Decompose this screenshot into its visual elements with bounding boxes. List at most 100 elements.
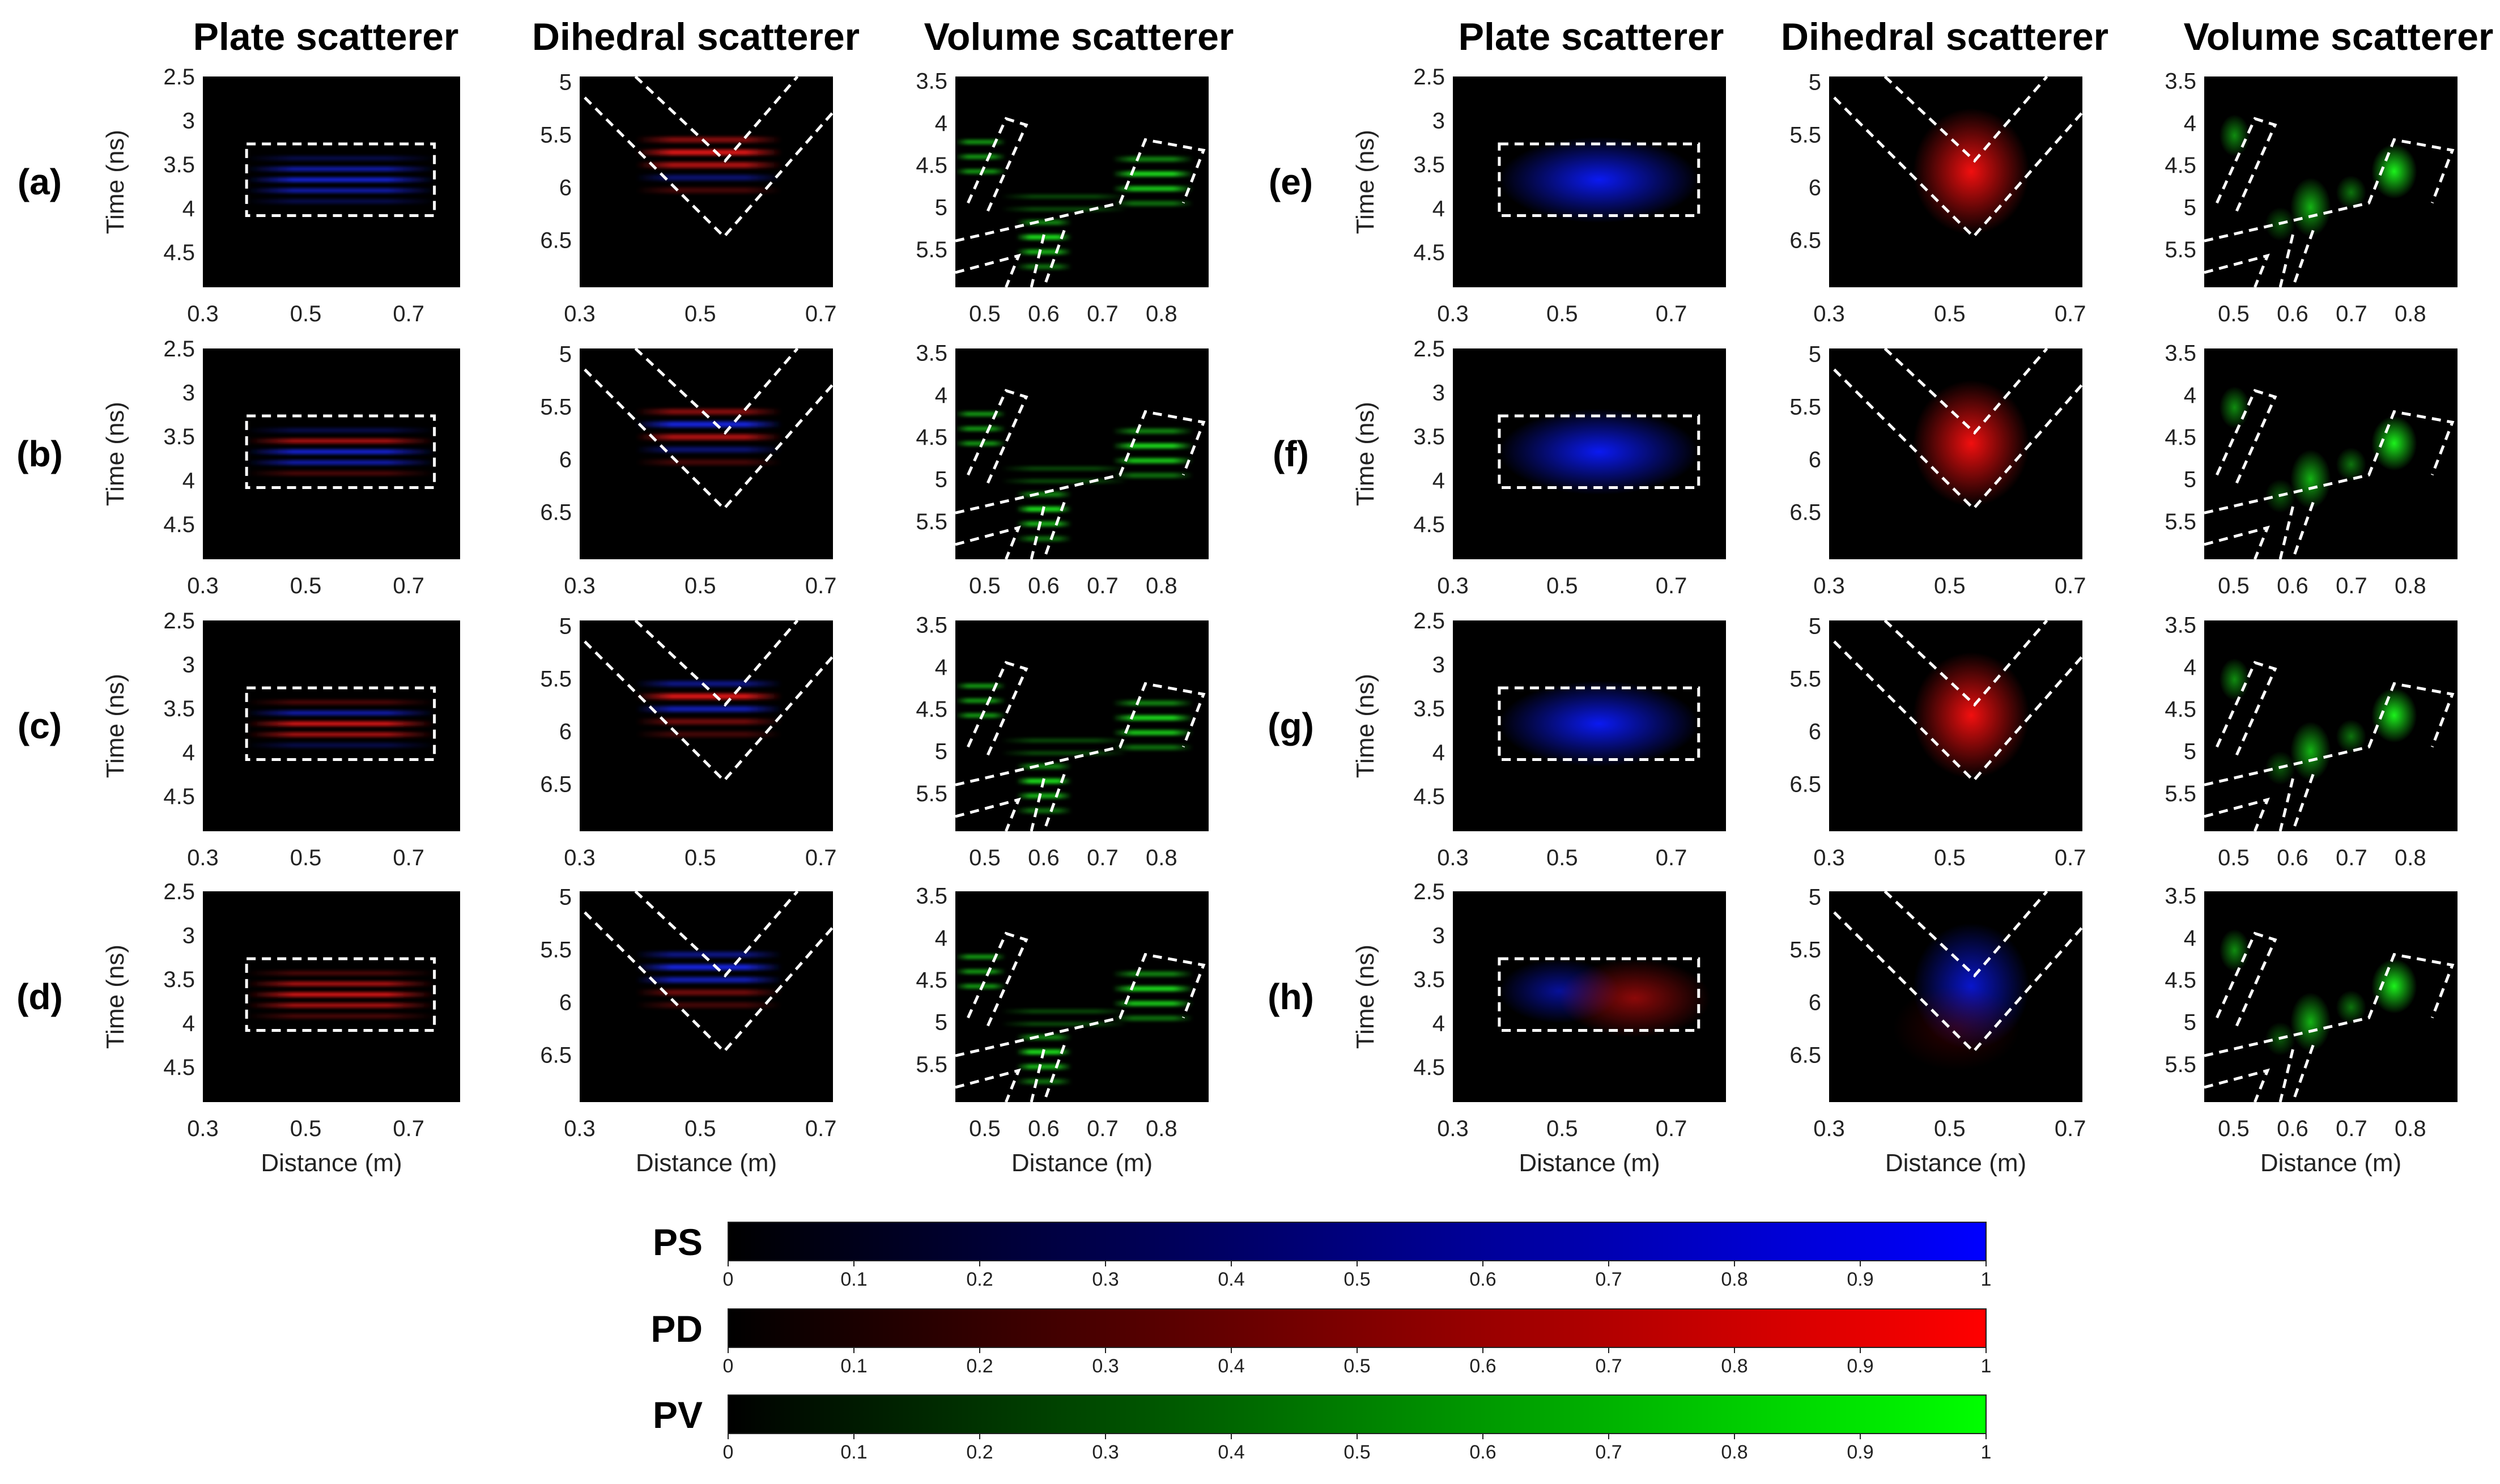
x-tick-label: 0.3 — [187, 845, 219, 870]
x-tick-label: 0.3 — [564, 1116, 596, 1141]
reflection-band — [955, 154, 1006, 159]
y-tick-label: 3.5 — [916, 883, 947, 908]
reflection-band — [635, 162, 783, 168]
panel-background — [580, 348, 833, 559]
y-tick-label: 6 — [559, 990, 572, 1015]
colorbar-tick-label: 0.8 — [1721, 1442, 1748, 1463]
colorbar-tick-label: 0.4 — [1218, 1442, 1244, 1463]
scatterer-outline — [1498, 414, 1700, 490]
scatterer-outline — [2216, 389, 2277, 488]
scatterer-outline — [634, 348, 799, 435]
x-tick-label: 0.7 — [393, 573, 424, 598]
y-tick-label: 4 — [1432, 469, 1445, 494]
reflection-band — [955, 954, 1006, 959]
y-tick-label: 6 — [559, 719, 572, 744]
y-axis-label: Time (ns) — [101, 130, 129, 234]
heatmap-panel — [955, 891, 1209, 1102]
x-tick-label: 0.7 — [805, 845, 837, 870]
scatterer-outline — [955, 682, 1206, 786]
reflection-band — [246, 449, 435, 454]
y-tick-label: 3 — [1432, 381, 1445, 406]
panel-background — [955, 76, 1209, 287]
energy-blob — [2290, 177, 2331, 237]
panel-background — [955, 891, 1209, 1102]
x-tick-label: 0.5 — [2218, 1116, 2250, 1141]
reflection-band — [1001, 479, 1128, 483]
energy-blob — [2219, 386, 2250, 429]
scatterer-outline — [2291, 501, 2315, 559]
column-title: Dihedral scatterer — [1781, 15, 2108, 58]
energy-blob — [1912, 652, 2030, 779]
x-tick-label: 0.6 — [2277, 573, 2308, 598]
y-tick-label: 3.5 — [916, 69, 947, 93]
heatmap-panel — [2204, 348, 2458, 559]
energy-blob — [1499, 409, 1699, 495]
x-tick-label: 0.7 — [805, 573, 837, 598]
scatterer-outline — [1043, 1044, 1066, 1102]
reflection-band — [246, 439, 435, 444]
reflection-band — [1016, 793, 1072, 799]
scatterer-outline — [2216, 932, 2277, 1031]
reflection-band — [1112, 473, 1194, 478]
x-axis-label: Distance (m) — [1011, 1149, 1153, 1177]
y-tick-label: 4 — [182, 197, 195, 222]
heatmap-panel — [955, 76, 1209, 287]
colorbar-tick-label: 0.5 — [1343, 1442, 1370, 1463]
reflection-band — [1016, 763, 1072, 769]
heatmap-panel — [203, 620, 460, 831]
scatterer-outline — [2204, 797, 2270, 831]
x-tick-label: 0.7 — [393, 1116, 424, 1141]
y-tick-label: 3.5 — [2165, 613, 2196, 637]
reflection-band — [1001, 751, 1128, 755]
scatterer-outline — [955, 138, 1206, 243]
y-tick-label: 6.5 — [540, 500, 572, 525]
y-tick-label: 5.5 — [2165, 1052, 2196, 1077]
reflection-band — [246, 460, 435, 465]
y-tick-label: 5 — [2184, 739, 2196, 764]
reflection-band — [246, 199, 435, 204]
x-tick-label: 0.5 — [684, 1116, 716, 1141]
y-tick-label: 4.5 — [2165, 697, 2196, 722]
x-tick-label: 0.7 — [805, 301, 837, 326]
scatterer-outline — [2204, 410, 2455, 514]
colorbar-tick-label: 0.5 — [1343, 1355, 1370, 1377]
colorbar-tick-label: 0.7 — [1595, 1269, 1622, 1290]
energy-blob — [2371, 959, 2417, 1014]
reflection-band — [1016, 264, 1072, 270]
row-label: (b) — [16, 433, 63, 474]
heatmap-panel — [203, 348, 460, 559]
scatterer-outline — [1833, 911, 2082, 1054]
x-tick-label: 0.8 — [1146, 301, 1177, 326]
colorbar-tick-label: 0 — [723, 1355, 734, 1377]
scatterer-outline — [967, 932, 1028, 1031]
x-tick-label: 0.8 — [1146, 1116, 1177, 1141]
scatterer-outline — [2278, 778, 2294, 831]
colorbar-tick-label: 0.1 — [840, 1355, 867, 1377]
x-tick-label: 0.3 — [564, 845, 596, 870]
scatterer-outline — [245, 414, 436, 490]
y-tick-label: 5.5 — [540, 122, 572, 147]
reflection-band — [246, 721, 435, 726]
energy-blob — [2336, 990, 2367, 1024]
scatterer-outline — [2291, 773, 2315, 831]
y-tick-label: 3 — [182, 381, 195, 406]
reflection-band — [1016, 491, 1072, 497]
y-tick-label: 5.5 — [540, 666, 572, 691]
y-tick-label: 5 — [559, 70, 572, 95]
reflection-band — [246, 188, 435, 193]
row-label: (e) — [1269, 161, 1313, 202]
y-tick-label: 4.5 — [163, 1055, 195, 1080]
scatterer-outline — [2216, 661, 2277, 760]
scatterer-outline — [1498, 142, 1700, 218]
x-tick-label: 0.6 — [2277, 845, 2308, 870]
colorbar-tick-label: 0.3 — [1092, 1269, 1119, 1290]
y-tick-label: 5.5 — [1789, 122, 1821, 147]
x-tick-label: 0.7 — [2336, 301, 2367, 326]
colorbar-label: PS — [653, 1221, 703, 1263]
scatterer-outline — [1833, 640, 2082, 783]
y-tick-label: 6 — [1809, 719, 1821, 744]
scatterer-outline — [245, 142, 436, 218]
heatmap-panel — [203, 76, 460, 287]
column-title: Plate scatterer — [1459, 15, 1724, 58]
row-label: (g) — [1268, 705, 1314, 746]
